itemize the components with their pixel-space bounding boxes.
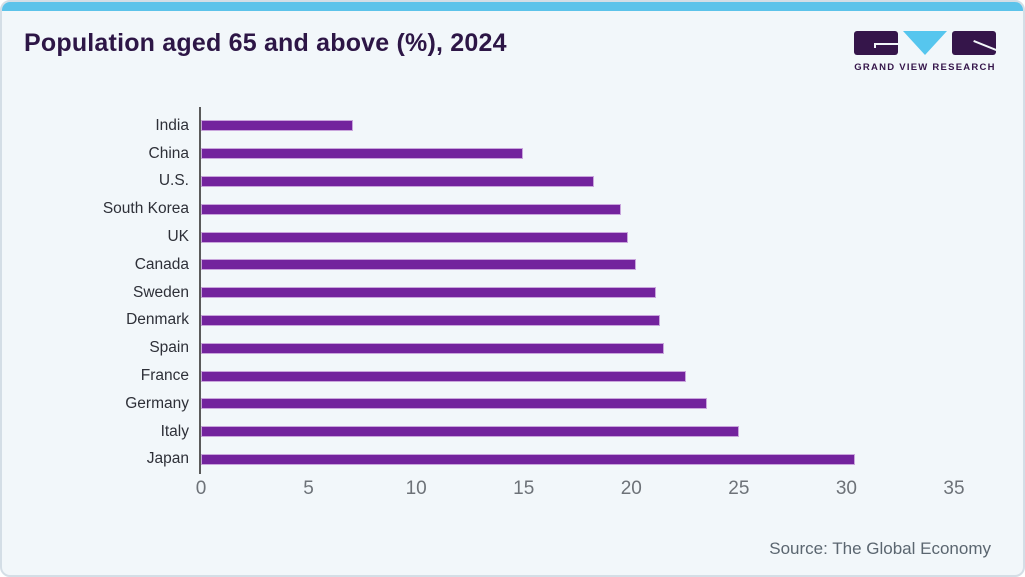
bar-spain bbox=[201, 342, 665, 354]
bar-canada bbox=[201, 259, 637, 271]
category-label: Canada bbox=[134, 255, 189, 273]
bar-china bbox=[201, 148, 523, 160]
bar-track bbox=[199, 390, 952, 418]
category-label: India bbox=[155, 116, 189, 134]
chart-row: UK bbox=[23, 223, 954, 251]
bar-track bbox=[199, 446, 952, 474]
bar-track bbox=[199, 307, 952, 335]
chart-row: China bbox=[23, 140, 954, 168]
x-tick-label: 20 bbox=[620, 478, 642, 499]
bar-india bbox=[201, 120, 354, 132]
chart-row: South Korea bbox=[23, 195, 954, 223]
category-label: Italy bbox=[160, 422, 189, 440]
chart-row: Germany bbox=[23, 390, 954, 418]
chart-row: U.S. bbox=[23, 168, 954, 196]
bar-track bbox=[199, 195, 952, 223]
bar-track bbox=[199, 279, 952, 307]
chart-title: Population aged 65 and above (%), 2024 bbox=[24, 29, 507, 57]
category-label: Sweden bbox=[132, 283, 189, 301]
bar-france bbox=[201, 370, 686, 382]
top-accent-bar bbox=[2, 2, 1023, 11]
bar-chart: India China U.S. South Korea UK Canada Sweden D… bbox=[23, 107, 965, 499]
bar-uk bbox=[201, 231, 628, 243]
bar-track bbox=[199, 223, 952, 251]
chart-row: Denmark bbox=[23, 307, 954, 335]
logo-marks bbox=[854, 31, 996, 55]
bar-denmark bbox=[201, 314, 661, 326]
bar-track bbox=[199, 168, 952, 196]
bar-rows: India China U.S. South Korea UK Canada Sweden D… bbox=[23, 112, 954, 473]
logo-letter-g-icon bbox=[854, 31, 898, 55]
logo-r-detail bbox=[973, 40, 996, 53]
bar-italy bbox=[201, 426, 740, 438]
category-label: U.S. bbox=[158, 172, 189, 190]
x-tick-label: 15 bbox=[513, 478, 535, 499]
source-note: Source: The Global Economy bbox=[769, 539, 991, 558]
chart-row: Japan bbox=[23, 446, 954, 474]
x-tick-label: 5 bbox=[303, 478, 314, 499]
bar-track bbox=[199, 112, 952, 140]
bar-track bbox=[199, 334, 952, 362]
bar-track bbox=[199, 362, 952, 390]
x-tick-label: 10 bbox=[405, 478, 427, 499]
logo-wordmark: GRAND VIEW RESEARCH bbox=[854, 62, 996, 73]
category-label: Spain bbox=[149, 339, 189, 357]
logo-g-detail bbox=[874, 43, 898, 45]
category-label: Denmark bbox=[126, 311, 189, 329]
x-tick-label: 0 bbox=[195, 478, 207, 499]
chart-row: Canada bbox=[23, 251, 954, 279]
chart-row: Spain bbox=[23, 334, 954, 362]
y-axis-line bbox=[199, 107, 201, 474]
bar-germany bbox=[201, 398, 708, 410]
bar-sweden bbox=[201, 287, 656, 299]
grand-view-research-logo: GRAND VIEW RESEARCH bbox=[854, 31, 996, 73]
bar-japan bbox=[201, 453, 856, 465]
bar-south-korea bbox=[201, 203, 622, 215]
category-label: Japan bbox=[146, 450, 189, 468]
chart-row: France bbox=[23, 362, 954, 390]
category-label: France bbox=[140, 367, 189, 385]
x-tick-label: 25 bbox=[728, 478, 750, 499]
bar-track bbox=[199, 140, 952, 168]
x-tick-label: 35 bbox=[943, 478, 965, 499]
bar-u-s- bbox=[201, 175, 594, 187]
category-label: China bbox=[148, 144, 190, 162]
logo-g-detail-tick bbox=[874, 43, 876, 48]
chart-row: Italy bbox=[23, 418, 954, 446]
logo-letter-r-icon bbox=[952, 31, 996, 55]
bar-track bbox=[199, 418, 952, 446]
logo-letter-v-icon bbox=[903, 31, 947, 55]
category-label: UK bbox=[167, 228, 189, 246]
x-tick-label: 30 bbox=[835, 478, 857, 499]
bar-track bbox=[199, 251, 952, 279]
x-axis-tick-labels: 0 5 10 15 20 25 30 35 bbox=[196, 478, 965, 500]
chart-row: Sweden bbox=[23, 279, 954, 307]
category-label: Germany bbox=[125, 394, 189, 412]
chart-row: India bbox=[23, 112, 954, 140]
category-label: South Korea bbox=[102, 200, 189, 218]
